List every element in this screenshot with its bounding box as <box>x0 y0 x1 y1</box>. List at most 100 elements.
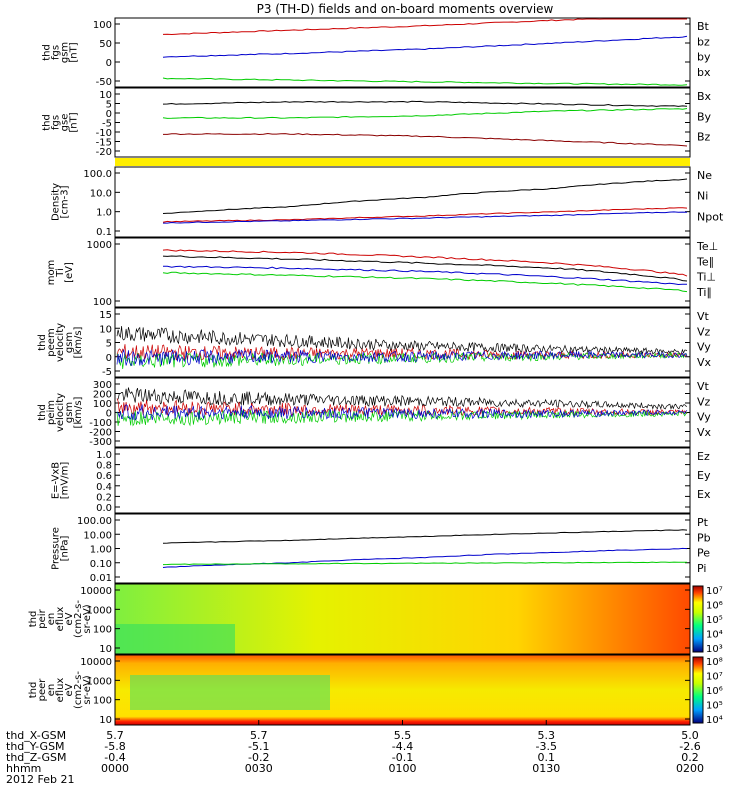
y-axis-label-line: peer <box>37 678 48 702</box>
series-line-pressure-Pt <box>162 529 688 544</box>
panel-frame <box>114 583 691 655</box>
legend-Vt: Vt <box>697 380 710 393</box>
legend-Pi: Pi <box>697 562 706 575</box>
y-axis-label-line: (cm2-s- <box>73 600 84 638</box>
y-axis-label-line: thd <box>28 611 39 628</box>
y-axis-label-line: sr-eV) <box>82 675 93 704</box>
x-tick-value: 5.7 <box>106 729 124 742</box>
series-line-pressure-Pe <box>162 561 688 566</box>
y-tick-label: 0.8 <box>96 461 112 472</box>
y-tick-label: 1000 <box>87 605 112 616</box>
legend-By: By <box>697 110 712 123</box>
panel-exb: 1.00.80.60.40.20.0 E=-VxB[mV/m] Ez Ey Ex <box>51 447 711 514</box>
y-tick-label: 200 <box>93 390 112 401</box>
series-line-peem_vel-Vt <box>116 326 688 355</box>
series-line-fgs_gse-Bz <box>163 132 688 147</box>
y-axis-label: Pressure[nPa] <box>51 527 71 570</box>
y-tick-label: 0 <box>106 409 112 420</box>
series-line-fgs_gse-By <box>162 108 688 119</box>
y-axis-label: E=-VxB[mV/m] <box>51 462 71 500</box>
legend-Bz: Bz <box>697 131 711 144</box>
x-tick-value: 5.0 <box>681 729 699 742</box>
y-axis-label-line: gsm <box>64 402 75 423</box>
y-axis-label-line: [eV] <box>64 262 75 283</box>
y-tick-label: 0.4 <box>96 482 112 493</box>
panel-frame <box>114 513 691 584</box>
y-axis-label-line: thd <box>37 404 48 421</box>
y-axis-label-line: peir <box>37 608 48 628</box>
series-line-temp-Te∥ <box>162 255 688 282</box>
legend-Vt: Vt <box>697 310 710 323</box>
y-tick-label: 100 <box>93 399 112 410</box>
y-tick-label: 0.2 <box>96 492 112 503</box>
x-tick-value: -0.2 <box>248 751 269 764</box>
legend-bx: bx <box>697 66 711 79</box>
y-axis-label-line: gse <box>60 114 71 132</box>
y-axis-label-line: peem <box>46 328 57 356</box>
y-axis-label-line: en <box>46 684 57 697</box>
legend-Bx: Bx <box>697 90 712 103</box>
legend-Ey: Ey <box>697 469 711 482</box>
x-tick-value: 0.1 <box>538 751 556 764</box>
y-axis-label-line: Density <box>51 183 62 221</box>
series-line-density-Ni <box>162 178 688 214</box>
y-tick-label: 15 <box>99 310 112 321</box>
y-axis-label-line: thd <box>42 44 53 61</box>
spectrogram-low-energy <box>115 624 235 654</box>
colorbar <box>692 585 704 653</box>
y-axis-label-line: Pressure <box>51 527 62 570</box>
y-tick-label: 100 <box>93 696 112 707</box>
legend-Vy: Vy <box>697 411 711 424</box>
y-axis-label-line: gsm <box>60 42 71 63</box>
y-axis-label-line: [mV/m] <box>60 462 71 500</box>
series-line-temp-Ti⊥ <box>162 265 687 286</box>
panel-frame <box>114 166 691 238</box>
y-axis-label-line: thd <box>37 334 48 351</box>
x-axis-columns: 5.7-5.8-0.400005.7-5.1-0.200305.5-4.4-0.… <box>101 720 704 775</box>
y-tick-label: 100.00 <box>77 516 112 527</box>
legend-Pb: Pb <box>697 531 711 544</box>
y-axis-label-line: en <box>46 613 57 626</box>
y-tick-label: 0.01 <box>90 573 112 584</box>
y-tick-label: 0.1 <box>96 227 112 238</box>
y-axis-label-line: peim <box>46 400 57 425</box>
y-axis-label-line: eV <box>64 683 75 696</box>
y-tick-label: 10000 <box>80 657 112 668</box>
spectrogram-green-band <box>130 675 330 710</box>
legend-Ti⊥: Ti⊥ <box>696 271 716 284</box>
x-tick-value: 0000 <box>101 762 129 775</box>
status-flag-bar <box>115 158 690 166</box>
y-tick-label: 0.6 <box>96 471 112 482</box>
x-tick-value: -5.1 <box>248 740 269 753</box>
x-axis-labels: thd_X-GSM thd_Y-GSM thd_Z-GSM hhmm 2012 … <box>6 729 74 786</box>
y-tick-label: 10 <box>99 324 112 335</box>
y-tick-label: 10 <box>99 715 112 726</box>
legend-Pe: Pe <box>697 547 710 560</box>
legend-bz: bz <box>697 35 710 48</box>
series-line-peem_vel-Vz <box>116 344 688 361</box>
colorbar-label: 10⁶ <box>706 686 723 697</box>
y-tick-label: 1000 <box>87 676 112 687</box>
y-tick-label: 1.0 <box>96 450 112 461</box>
series-line-fgs_gse-Bx <box>162 100 688 107</box>
x-tick-value: 5.5 <box>394 729 412 742</box>
y-tick-label: -5 <box>102 367 112 378</box>
y-axis-label-line: eV <box>64 612 75 625</box>
y-tick-label: 0.10 <box>90 559 112 570</box>
y-tick-label: 0 <box>106 353 112 364</box>
y-tick-label: 0 <box>106 109 112 120</box>
legend-Ne: Ne <box>697 169 712 182</box>
colorbar-label: 10⁷ <box>706 672 723 683</box>
x-tick-value: -2.6 <box>679 740 700 753</box>
plot-title: P3 (TH-D) fields and on-board moments ov… <box>257 2 554 16</box>
legend-Vy: Vy <box>697 341 711 354</box>
series-line-peim_vel-Vx <box>116 404 688 421</box>
y-tick-label: 1.0 <box>96 208 112 219</box>
y-tick-label: -15 <box>96 138 112 149</box>
legend-Ex: Ex <box>697 488 711 501</box>
y-tick-label: -10 <box>96 128 112 139</box>
legend-Pt: Pt <box>697 516 709 529</box>
